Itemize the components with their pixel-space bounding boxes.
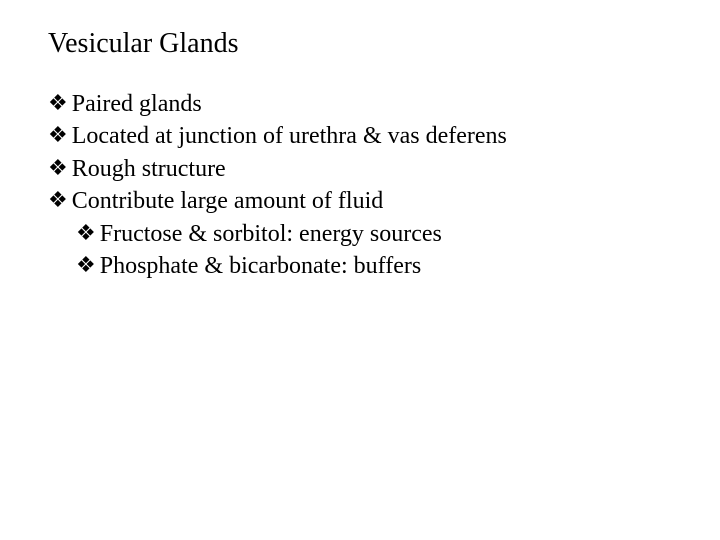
bullet-icon: ❖ [76,218,96,248]
list-item-text: Contribute large amount of fluid [72,185,672,217]
list-item: ❖ Paired glands [48,88,672,120]
list-item: ❖ Rough structure [48,153,672,185]
bullet-list: ❖ Paired glands ❖ Located at junction of… [48,88,672,282]
list-item-text: Phosphate & bicarbonate: buffers [100,250,672,282]
slide-title: Vesicular Glands [48,28,672,60]
list-item-text: Located at junction of urethra & vas def… [72,120,672,152]
bullet-icon: ❖ [76,250,96,280]
list-item-text: Paired glands [72,88,672,120]
list-item: ❖ Phosphate & bicarbonate: buffers [76,250,672,282]
bullet-icon: ❖ [48,88,68,118]
bullet-icon: ❖ [48,153,68,183]
list-item: ❖ Contribute large amount of fluid [48,185,672,217]
list-item-text: Rough structure [72,153,672,185]
bullet-icon: ❖ [48,185,68,215]
list-item: ❖ Located at junction of urethra & vas d… [48,120,672,152]
list-item: ❖ Fructose & sorbitol: energy sources [76,218,672,250]
bullet-icon: ❖ [48,120,68,150]
list-item-text: Fructose & sorbitol: energy sources [100,218,672,250]
